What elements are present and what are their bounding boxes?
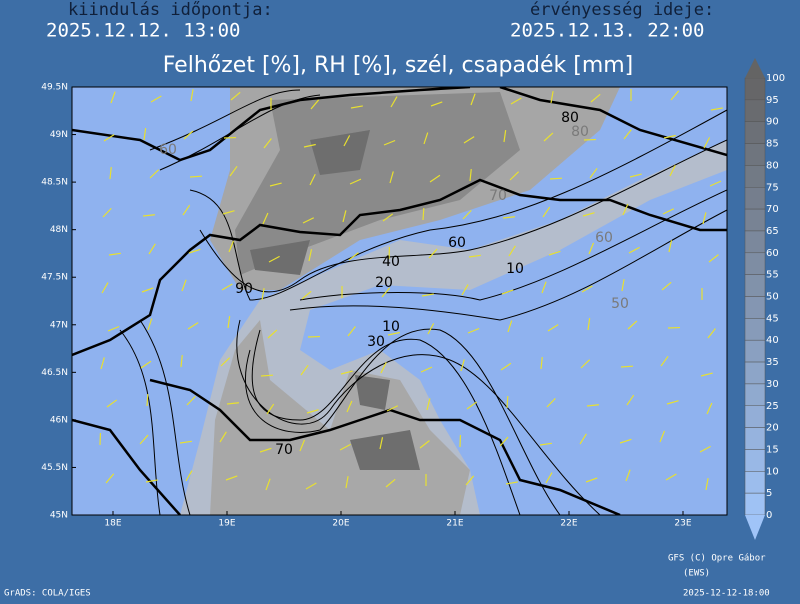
lat-label: 47N — [50, 320, 68, 330]
colorbar-label: 95 — [766, 95, 779, 106]
colorbar-label: 85 — [766, 139, 779, 150]
valid-time: 2025.12.13. 22:00 — [510, 20, 704, 42]
lon-label: 21E — [446, 519, 463, 529]
lat-label: 45N — [50, 511, 68, 521]
wind-barb — [507, 396, 508, 408]
colorbar-cell — [745, 340, 765, 362]
colorbar-cell — [745, 297, 765, 319]
colorbar-label: 70 — [766, 204, 779, 215]
contour-label: 60 — [448, 235, 466, 251]
wind-barb — [190, 176, 202, 177]
lon-label: 18E — [104, 519, 121, 529]
lon-label: 19E — [218, 519, 235, 529]
contour-label: 40 — [382, 254, 400, 270]
colorbar-cell — [745, 318, 765, 340]
colorbar-cell — [745, 471, 765, 493]
lon-label: 20E — [332, 519, 349, 529]
lat-label: 48.5N — [41, 178, 68, 188]
colorbar-label: 40 — [766, 335, 779, 346]
colorbar-label: 50 — [766, 292, 779, 303]
wind-barb — [261, 375, 273, 376]
wind-barb — [550, 178, 562, 179]
lat-label: 49.5N — [41, 83, 68, 93]
colorbar-cell — [745, 100, 765, 122]
colorbar-label: 45 — [766, 313, 779, 324]
colorbar-cell — [745, 275, 765, 297]
colorbar-label: 75 — [766, 182, 779, 193]
colorbar-label: 35 — [766, 357, 779, 368]
colorbar-cell — [745, 187, 765, 209]
colorbar-label: 15 — [766, 444, 779, 455]
colorbar-cell — [745, 165, 765, 187]
colorbar-label: 100 — [766, 73, 785, 84]
colorbar-label: 25 — [766, 401, 779, 412]
colorbar-label: 5 — [766, 488, 772, 499]
colorbar-cell — [745, 428, 765, 450]
colorbar-cell — [745, 122, 765, 144]
lon-label: 23E — [674, 519, 691, 529]
colorbar-label: 30 — [766, 379, 779, 390]
credit-sub: (EWS) — [683, 569, 710, 579]
wind-barb — [621, 366, 633, 367]
lat-label: 49N — [50, 130, 68, 140]
map-title: Felhőzet [%], RH [%], szél, csapadék [mm… — [163, 53, 634, 78]
valid-label: érvényesség ideje: — [530, 0, 714, 20]
colorbar-label: 80 — [766, 160, 779, 171]
wind-barb — [147, 394, 148, 406]
start-label: kiindulás időpontja: — [68, 0, 273, 20]
contour-label: 90 — [235, 281, 253, 297]
lat-label: 45.5N — [41, 463, 68, 473]
software: GrADS: COLA/IGES — [4, 589, 91, 599]
lat-label: 46.5N — [41, 368, 68, 378]
rh-label: 80 — [571, 124, 589, 140]
contour-label: 30 — [367, 334, 385, 350]
colorbar-cell — [745, 231, 765, 253]
colorbar-label: 10 — [766, 466, 779, 477]
lon-label: 22E — [560, 519, 577, 529]
lat-label: 47.5N — [41, 273, 68, 283]
lat-label: 48N — [50, 225, 68, 235]
credit: GFS (C) Opre Gábor — [668, 554, 766, 564]
colorbar-cell — [745, 253, 765, 275]
rh-label: 60 — [159, 142, 177, 158]
lat-label: 46N — [50, 415, 68, 425]
run-time: 2025-12-12-18:00 — [683, 589, 770, 599]
colorbar-cell — [745, 493, 765, 515]
contour-label: 70 — [275, 442, 293, 458]
colorbar-label: 90 — [766, 117, 779, 128]
colorbar-label: 55 — [766, 270, 779, 281]
rh-label: 60 — [595, 230, 613, 246]
contour-label: 10 — [506, 261, 524, 277]
contour-label: 20 — [375, 275, 393, 291]
colorbar-cell — [745, 406, 765, 428]
wind-barb — [423, 208, 424, 220]
colorbar-cell — [745, 384, 765, 406]
colorbar-label: 60 — [766, 248, 779, 259]
rh-label: 50 — [611, 296, 629, 312]
rh-label: 70 — [489, 188, 507, 204]
colorbar-cell — [745, 209, 765, 231]
colorbar-label: 0 — [766, 510, 772, 521]
colorbar-cell — [745, 78, 765, 100]
colorbar-label: 20 — [766, 423, 779, 434]
colorbar-cell — [745, 362, 765, 384]
colorbar-label: 65 — [766, 226, 779, 237]
colorbar-cell — [745, 144, 765, 166]
colorbar-cell — [745, 449, 765, 471]
start-time: 2025.12.12. 13:00 — [46, 20, 240, 42]
contour-label: 10 — [382, 319, 400, 335]
